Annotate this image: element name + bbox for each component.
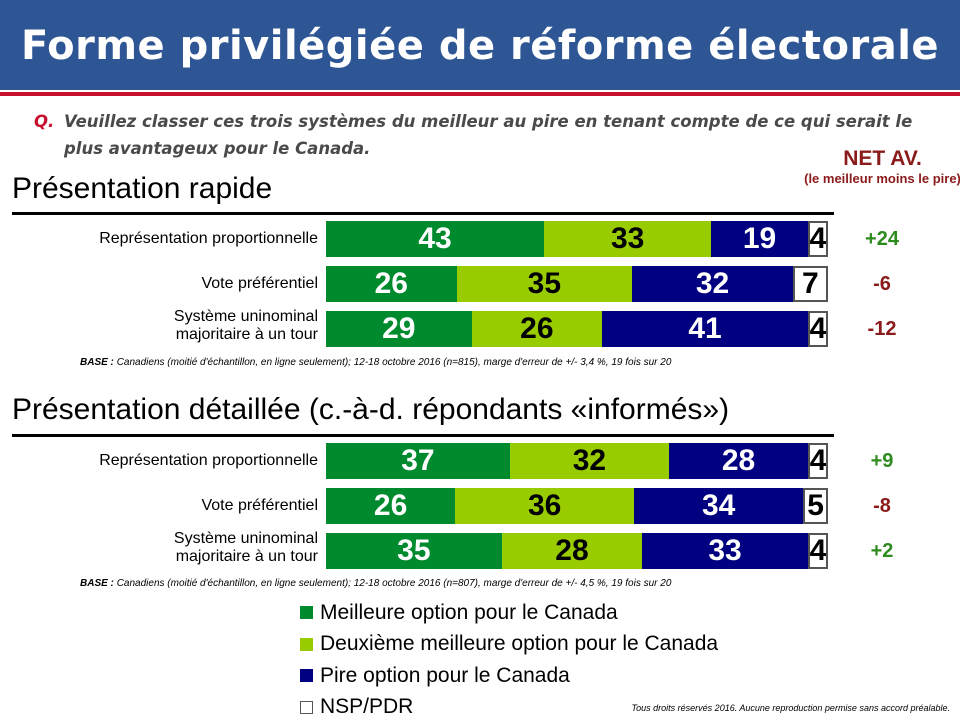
base-label: BASE : bbox=[80, 578, 114, 589]
survey-question: Q. Veuillez classer ces trois systèmes d… bbox=[34, 108, 924, 162]
bar-segment-worst: 19 bbox=[711, 221, 807, 257]
legend-item: Pire option pour le Canada bbox=[300, 660, 718, 692]
legend-item: Deuxième meilleure option pour le Canada bbox=[300, 629, 718, 661]
question-text: Veuillez classer ces trois systèmes du m… bbox=[34, 108, 924, 162]
bar-segment-best: 43 bbox=[326, 221, 544, 257]
row-label: Représentation proportionnelle bbox=[99, 230, 318, 248]
net-value: +9 bbox=[840, 450, 924, 473]
section-divider bbox=[12, 434, 834, 437]
bar-segment-second: 33 bbox=[544, 221, 711, 257]
base-text: Canadiens (moitié d'échantillon, en lign… bbox=[117, 578, 672, 589]
base-note: BASE : Canadiens (moitié d'échantillon, … bbox=[80, 578, 671, 589]
bar-segment-dk: 4 bbox=[808, 221, 828, 257]
legend-swatch bbox=[300, 606, 313, 619]
row-label: Système uninominal majoritaire à un tour bbox=[174, 308, 318, 344]
net-column-header: NET AV. (le meilleur moins le pire) bbox=[800, 147, 960, 187]
row-label: Vote préférentiel bbox=[201, 275, 318, 293]
base-text: Canadiens (moitié d'échantillon, en lign… bbox=[117, 357, 672, 368]
bar-segment-best: 37 bbox=[326, 443, 510, 479]
bar-segment-dk: 4 bbox=[808, 443, 828, 479]
legend-swatch bbox=[300, 701, 313, 714]
legend-swatch bbox=[300, 669, 313, 682]
legend-label: Meilleure option pour le Canada bbox=[320, 601, 618, 625]
bar-segment-dk: 4 bbox=[808, 311, 828, 347]
net-value: +2 bbox=[840, 540, 924, 563]
legend-label: NSP/PDR bbox=[320, 695, 413, 719]
copyright-notice: Tous droits réservés 2016. Aucune reprod… bbox=[631, 703, 950, 713]
bar-segment-worst: 41 bbox=[602, 311, 808, 347]
bar-segment-dk: 4 bbox=[808, 533, 828, 569]
bar-segment-best: 26 bbox=[326, 488, 455, 524]
base-note: BASE : Canadiens (moitié d'échantillon, … bbox=[80, 357, 671, 368]
bar-segment-worst: 28 bbox=[669, 443, 808, 479]
legend-label: Deuxième meilleure option pour le Canada bbox=[320, 632, 718, 656]
bar-segment-second: 36 bbox=[455, 488, 634, 524]
bar-segment-dk: 5 bbox=[803, 488, 828, 524]
row-label: Représentation proportionnelle bbox=[99, 452, 318, 470]
bar-segment-best: 26 bbox=[326, 266, 457, 302]
page-title: Forme privilégiée de réforme électorale bbox=[0, 0, 960, 90]
bar-segment-best: 35 bbox=[326, 533, 502, 569]
row-label: Vote préférentiel bbox=[201, 497, 318, 515]
net-value: -6 bbox=[840, 273, 924, 296]
base-label: BASE : bbox=[80, 357, 114, 368]
bar-segment-worst: 34 bbox=[634, 488, 803, 524]
question-marker: Q. bbox=[34, 108, 54, 135]
bar-segment-dk: 7 bbox=[793, 266, 828, 302]
section-title: Présentation détaillée (c.-à-d. répondan… bbox=[12, 393, 729, 427]
net-header-title: NET AV. bbox=[800, 147, 960, 171]
bar-segment-worst: 32 bbox=[632, 266, 793, 302]
net-value: -12 bbox=[840, 318, 924, 341]
bar-segment-second: 35 bbox=[457, 266, 633, 302]
section-title: Présentation rapide bbox=[12, 172, 272, 206]
bar-segment-second: 26 bbox=[472, 311, 603, 347]
bar-segment-second: 28 bbox=[502, 533, 643, 569]
net-header-subtitle: (le meilleur moins le pire) bbox=[800, 171, 960, 187]
header-divider bbox=[0, 92, 960, 96]
bar-segment-second: 32 bbox=[510, 443, 669, 479]
net-value: +24 bbox=[840, 228, 924, 251]
legend-label: Pire option pour le Canada bbox=[320, 664, 570, 688]
section-divider bbox=[12, 212, 834, 215]
legend-swatch bbox=[300, 638, 313, 651]
header-banner: Forme privilégiée de réforme électorale bbox=[0, 0, 960, 90]
net-value: -8 bbox=[840, 495, 924, 518]
bar-segment-worst: 33 bbox=[642, 533, 808, 569]
legend-item: Meilleure option pour le Canada bbox=[300, 597, 718, 629]
row-label: Système uninominal majoritaire à un tour bbox=[174, 530, 318, 566]
bar-segment-best: 29 bbox=[326, 311, 472, 347]
